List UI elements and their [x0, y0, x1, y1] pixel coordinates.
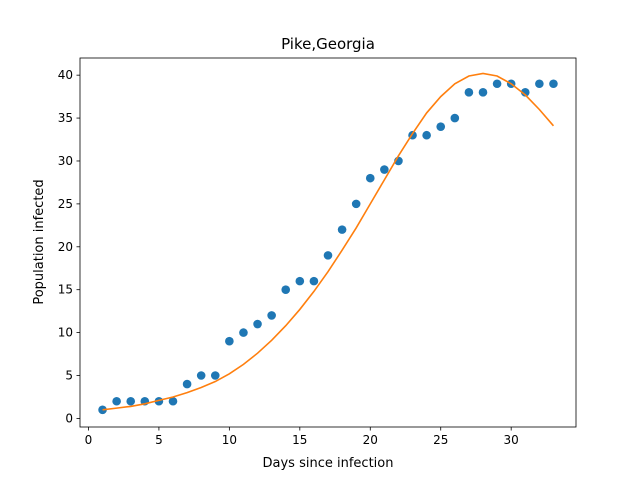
y-tick-label: 20	[58, 240, 73, 254]
y-tick-label: 15	[58, 283, 73, 297]
data-point	[210, 371, 220, 380]
data-point	[112, 396, 121, 406]
data-point	[196, 371, 206, 380]
x-tick-label: 10	[222, 433, 237, 447]
data-point	[323, 251, 333, 260]
y-axis: 0 5 10 15 20 25 30 35 40	[58, 68, 80, 425]
x-tick-label: 5	[155, 433, 163, 447]
data-point	[168, 396, 178, 406]
data-point	[450, 113, 460, 123]
data-point	[549, 79, 558, 89]
data-point	[267, 311, 276, 320]
data-point	[351, 199, 361, 209]
chart-marks	[98, 72, 558, 415]
x-tick-label: 20	[363, 433, 378, 447]
fit-line	[102, 72, 555, 411]
y-tick-label: 30	[58, 154, 73, 168]
data-point	[295, 276, 305, 286]
data-point	[98, 405, 107, 415]
y-axis-label: Population infected	[32, 179, 47, 304]
y-tick-label: 5	[65, 369, 73, 383]
y-tick-label: 0	[65, 411, 73, 425]
data-point	[309, 276, 319, 286]
x-axis-label: Days since infection	[263, 456, 394, 471]
x-tick-label: 0	[85, 433, 93, 447]
x-tick-label: 30	[504, 433, 519, 447]
data-point	[239, 328, 248, 337]
plot-frame	[79, 57, 577, 428]
y-tick-label: 25	[58, 197, 73, 211]
data-point	[337, 225, 347, 234]
plot-area	[79, 57, 577, 428]
chart-title: Pike,Georgia	[281, 35, 375, 53]
data-point	[464, 88, 474, 97]
data-point	[478, 88, 488, 97]
data-point	[225, 336, 234, 346]
data-point	[422, 130, 431, 140]
data-point	[535, 79, 544, 89]
x-tick-label: 15	[292, 433, 307, 447]
data-point	[281, 285, 291, 294]
y-tick-label: 40	[58, 68, 73, 82]
y-tick-label: 35	[58, 111, 73, 125]
data-point	[365, 173, 375, 183]
data-point	[492, 79, 502, 89]
x-tick-label: 25	[433, 433, 448, 447]
data-point	[520, 88, 530, 97]
data-point	[436, 122, 446, 131]
y-tick-label: 10	[58, 326, 73, 340]
x-axis: 0 5 10 15 20 25 30	[85, 427, 519, 447]
data-point	[182, 379, 192, 389]
data-point	[126, 396, 136, 406]
data-point	[253, 319, 262, 329]
data-point	[380, 165, 389, 174]
